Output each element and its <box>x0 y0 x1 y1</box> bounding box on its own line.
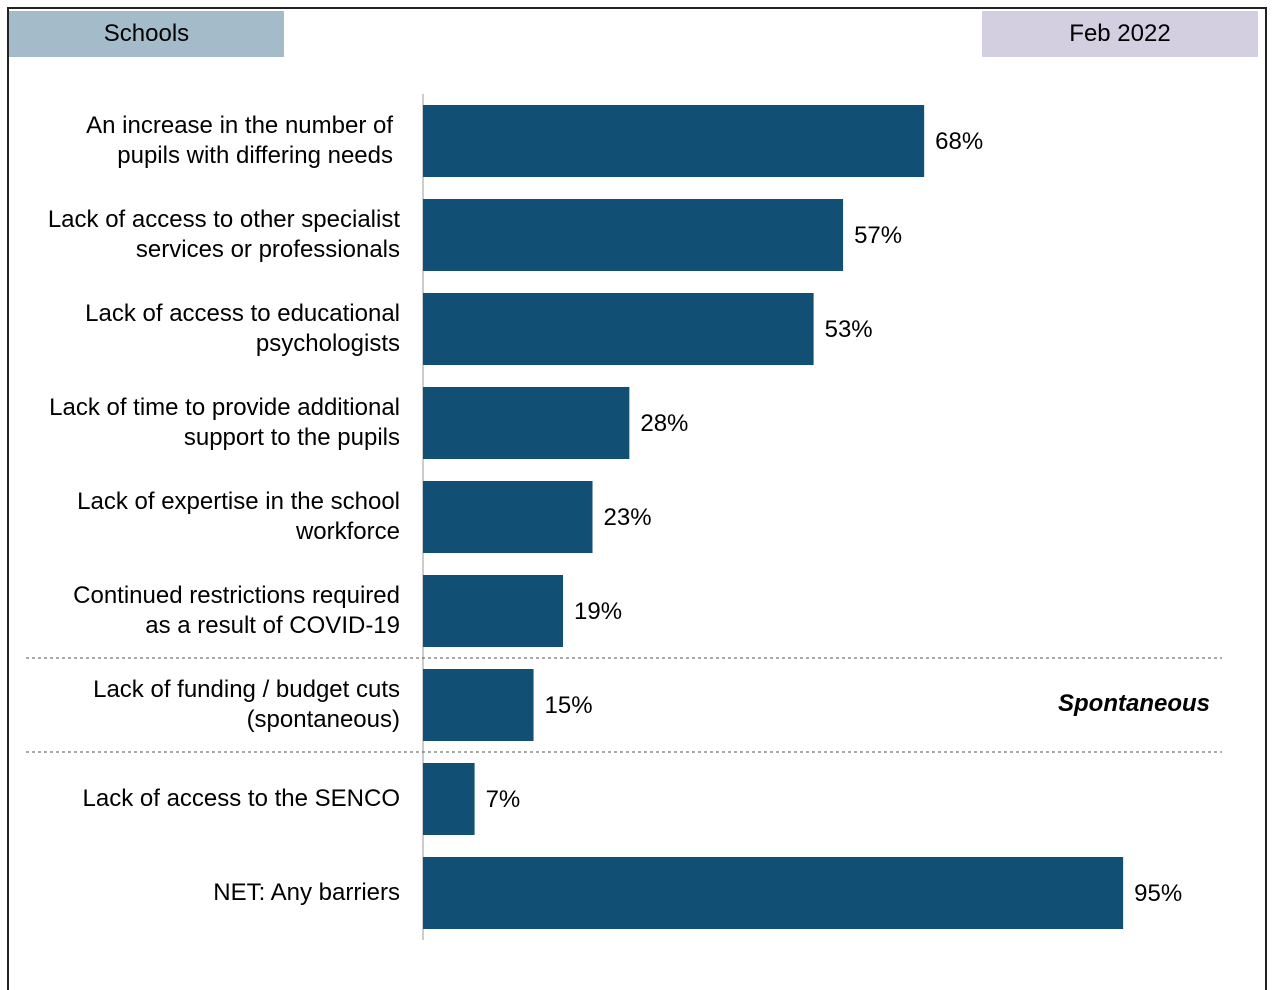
bar <box>423 575 564 647</box>
category-label-line: (spontaneous) <box>246 706 400 733</box>
category-label: Continued restrictions required as a resu… <box>10 581 400 641</box>
category-label-line: Lack of expertise in the school <box>77 488 400 515</box>
date-tag: Feb 2022 <box>982 11 1258 57</box>
chart-frame <box>7 7 1267 990</box>
value-label: 7% <box>486 786 521 813</box>
category-label-line: An increase in the number of <box>86 112 393 139</box>
category-label-line: Lack of funding / budget cuts <box>93 676 400 703</box>
category-label: Lack of access to other specialist servic… <box>10 205 400 265</box>
category-label: NET: Any barriers <box>10 878 400 908</box>
value-label: 28% <box>640 410 688 437</box>
category-label-line: Continued restrictions required <box>73 582 400 609</box>
category-label-line: pupils with differing needs <box>117 142 393 169</box>
category-label-line: support to the pupils <box>183 424 400 451</box>
category-label-line: NET: Any barriers <box>213 879 400 906</box>
bar <box>423 199 844 271</box>
segment-tag: Schools <box>9 11 284 57</box>
bar <box>423 857 1124 929</box>
value-label: 19% <box>574 598 622 625</box>
category-label: Lack of access to the SENCO <box>10 784 400 814</box>
category-label-line: as a result of COVID-19 <box>145 612 400 639</box>
bar <box>423 481 593 553</box>
value-label: 23% <box>604 504 652 531</box>
bar <box>423 293 814 365</box>
category-label: Lack of access to educational psychologis… <box>10 299 400 359</box>
category-label-line: Lack of time to provide additional <box>49 394 400 421</box>
spontaneous-note: Spontaneous <box>1057 690 1210 717</box>
category-label-line: Lack of access to educational <box>85 300 400 327</box>
category-label-line: Lack of access to other specialist <box>47 206 400 233</box>
category-label-line: Lack of access to the SENCO <box>82 785 400 812</box>
bar <box>423 105 925 177</box>
category-label: Lack of funding / budget cuts (spontaneou… <box>10 675 400 735</box>
category-label: Lack of expertise in the school workforce <box>10 487 400 547</box>
bar <box>423 763 475 835</box>
bar <box>423 387 630 459</box>
category-label: An increase in the number of pupils with … <box>10 111 393 171</box>
category-label-line: services or professionals <box>135 236 400 263</box>
value-label: 15% <box>545 692 593 719</box>
category-label: Lack of time to provide additional suppor… <box>10 393 400 453</box>
value-label: 95% <box>1134 880 1182 907</box>
category-label-line: workforce <box>295 518 400 545</box>
bar <box>423 669 534 741</box>
category-label-line: psychologists <box>255 330 400 357</box>
value-label: 68% <box>935 128 983 155</box>
value-label: 53% <box>825 316 873 343</box>
value-label: 57% <box>854 222 902 249</box>
